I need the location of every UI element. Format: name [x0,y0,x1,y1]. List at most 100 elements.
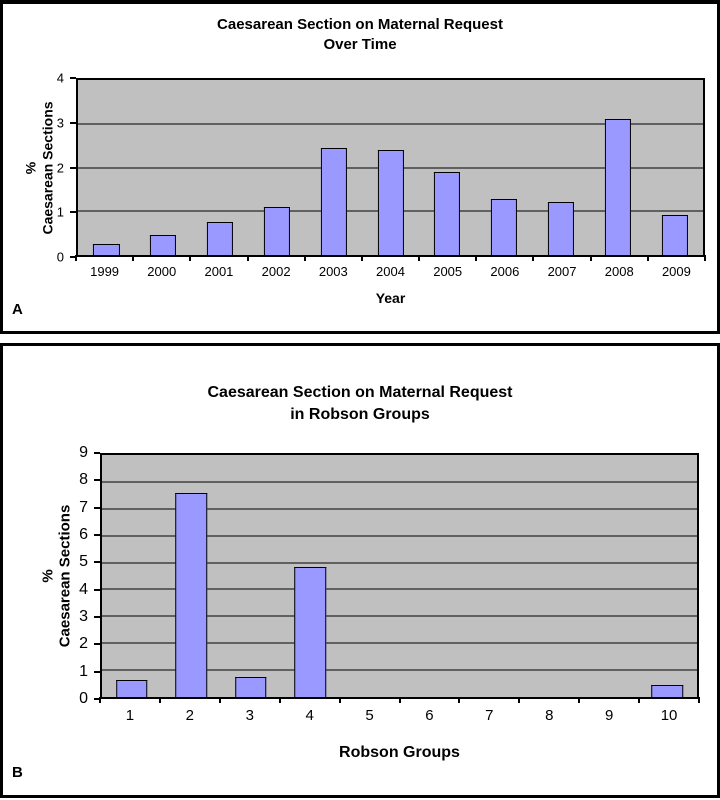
bar-2003 [320,147,347,255]
bar-2 [175,492,208,697]
y-tick-label: 1 [79,662,88,680]
x-tick-label: 9 [604,707,614,724]
x-tick-label: 2006 [490,264,520,279]
x-tick-label: 2009 [661,264,691,279]
panel-b: Caesarean Section on Maternal Request in… [0,343,720,798]
gridline [102,642,697,644]
x-tick-mark [589,255,592,261]
y-tick-label: 4 [56,70,64,86]
gridline [102,588,697,590]
y-tick-label: 3 [79,608,88,625]
chart-b-plot-area [100,453,699,699]
x-tick-label: 8 [545,707,554,724]
bar-2004 [377,150,404,255]
y-tick-mark [94,561,100,564]
x-tick-mark [698,697,700,703]
bar-10 [651,684,684,697]
y-tick-label: 5 [79,553,88,571]
bar-2009 [661,214,688,255]
y-tick-label: 2 [56,160,64,175]
gridline [102,481,697,483]
x-tick-label: 2002 [261,264,291,279]
x-tick-mark [475,255,478,261]
bar-1 [115,679,148,697]
chart-a-x-axis-ticks [75,255,706,261]
bar-2007 [547,201,575,255]
x-tick-mark [278,697,281,703]
chart-b-x-axis-ticks [99,697,700,703]
x-tick-label: 3 [245,707,254,724]
y-tick-label: 0 [56,249,64,265]
x-tick-mark [360,255,363,261]
bar-2008 [604,119,631,255]
x-tick-label: 4 [305,707,314,724]
chart-b-x-axis-title: Robson Groups [339,744,460,761]
x-tick-mark [246,255,249,261]
y-tick-label: 3 [56,115,64,131]
bar-3 [234,676,267,697]
y-tick-label: 8 [79,471,88,489]
x-tick-label: 2 [185,707,195,724]
x-tick-label: 2008 [604,264,634,279]
x-tick-mark [704,255,706,261]
y-tick-mark [70,121,76,124]
y-tick-label: 6 [79,526,88,543]
y-tick-label: 1 [56,204,64,220]
x-tick-mark [99,697,101,703]
x-tick-mark [303,255,306,261]
y-tick-mark [94,643,100,646]
y-tick-mark [94,479,100,482]
panel-a-corner-label: A [12,301,23,318]
x-tick-label: 1999 [90,264,120,279]
gridline [102,669,697,671]
gridline [102,535,697,537]
x-tick-label: 5 [365,707,374,724]
x-tick-mark [158,697,161,703]
x-tick-label: 2004 [376,264,405,279]
x-tick-mark [518,697,521,703]
panel-b-corner-label: B [12,764,23,781]
y-tick-mark [94,670,100,673]
chart-a-y-axis-ticks: 0 1 2 3 4 [3,72,76,264]
y-tick-mark [94,534,100,536]
chart-a-title-line-2: Over Time [323,36,397,53]
x-tick-mark [578,697,581,703]
bar-4 [294,566,327,697]
x-tick-label: 2001 [204,264,234,279]
chart-b-title-line-1: Caesarean Section on Maternal Request [207,384,513,401]
chart-a-title-line-1: Caesarean Section on Maternal Request [217,16,503,33]
y-tick-mark [70,77,76,79]
x-tick-mark [398,697,401,703]
y-tick-mark [70,211,76,214]
x-tick-mark [132,255,135,261]
y-tick-label: 2 [79,635,88,653]
chart-b-title: Caesarean Section on Maternal Request in… [3,382,717,426]
x-tick-label: 2003 [318,264,348,279]
y-tick-mark [94,506,100,509]
bar-2001 [206,222,234,255]
y-tick-mark [70,166,76,169]
chart-b-title-line-2: in Robson Groups [290,406,430,423]
x-tick-mark [218,697,221,703]
y-tick-label: 0 [79,690,88,707]
y-tick-mark [94,588,100,591]
y-tick-label: 7 [79,498,88,516]
bar-2002 [263,206,290,255]
y-tick-mark [94,698,100,700]
x-tick-label: 6 [425,707,434,724]
x-tick-label: 2005 [433,264,463,279]
y-tick-mark [94,616,100,618]
bar-1999 [93,244,120,255]
y-tick-label: 4 [79,580,88,598]
x-tick-label: 7 [485,707,494,724]
x-tick-mark [418,255,421,261]
x-tick-mark [638,697,641,703]
chart-a-plot-area [76,78,705,257]
x-tick-mark [646,255,649,261]
chart-a-title: Caesarean Section on Maternal Request Ov… [3,15,717,55]
gridline [102,562,697,564]
y-tick-label: 9 [79,444,88,461]
gridline [102,615,697,617]
gridline [78,123,703,125]
